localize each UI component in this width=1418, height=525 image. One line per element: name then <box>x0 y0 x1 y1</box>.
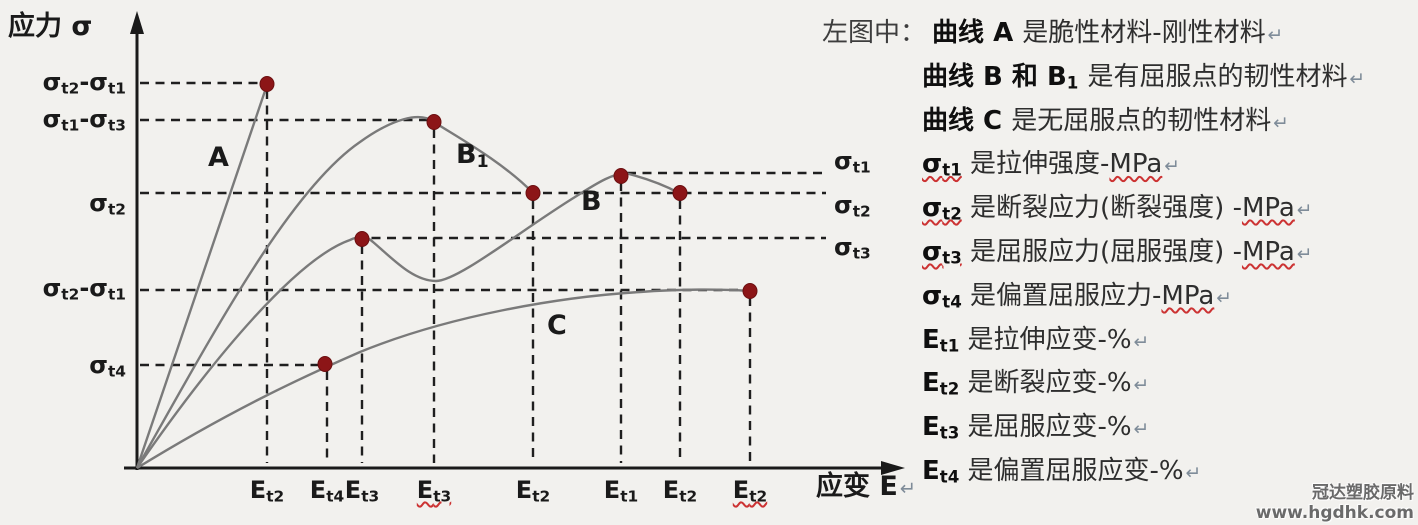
legend-text: Et1 <box>922 324 960 356</box>
return-mark-icon: ↵ <box>899 477 917 500</box>
x-tick-et2-b1: Et2 <box>515 476 551 506</box>
legend-text: 是断裂应力(断裂强度) - <box>961 193 1242 224</box>
y-tick-sigma-t2-t1-lower: σt2-σt1 <box>42 274 126 304</box>
legend-text: 是断裂应变-% <box>959 368 1132 399</box>
curve-a <box>135 84 269 469</box>
point-b1-break <box>525 185 541 201</box>
legend-text: σt3 <box>922 236 962 268</box>
legend-prefix: 左图中： <box>822 18 927 48</box>
legend-text: 是偏置屈服应力- <box>961 280 1162 311</box>
y-tick-sigma-t1-t3: σt1-σt3 <box>42 105 126 135</box>
return-mark-icon: ↵ <box>1185 462 1202 484</box>
point-b-yield <box>354 231 370 247</box>
return-mark-icon: ↵ <box>1133 375 1150 397</box>
point-c-break <box>742 283 758 299</box>
legend-line: Et3 是屈服应变-% ↵ <box>822 407 1416 451</box>
legend-text: 曲线 B 和 B1 <box>922 61 1079 93</box>
legend-text: σt4 <box>922 280 962 312</box>
legend-text: MPa <box>1241 193 1295 224</box>
legend-text: σt2 <box>922 193 962 224</box>
return-mark-icon: ↵ <box>1296 243 1313 265</box>
return-mark-icon: ↵ <box>1267 25 1284 46</box>
x-axis-title-text: 应变 E <box>816 471 898 502</box>
x-tick-et3-b1: Et3 <box>416 476 452 506</box>
curve-label-b1: B1 <box>456 139 489 172</box>
legend-text: Et4 <box>922 455 960 487</box>
x-tick-et2-b: Et2 <box>662 476 698 506</box>
x-tick-et2-c: Et2 <box>732 476 768 506</box>
x-tick-et4: Et4 <box>309 476 345 506</box>
point-c-offset-yield <box>317 356 333 372</box>
legend-text: MPa <box>1109 149 1163 180</box>
stress-strain-chart <box>124 11 905 475</box>
legend-text: MPa <box>1241 236 1295 267</box>
return-mark-icon: ↵ <box>1164 156 1180 178</box>
legend-text: MPa <box>1161 280 1215 311</box>
legend-text: 是偏置屈服应变-% <box>959 455 1184 486</box>
x-axis-title: 应变 E ↵ <box>816 472 916 502</box>
curve-b1 <box>135 115 534 469</box>
legend-text: 是无屈服点的韧性材料 <box>1011 105 1272 136</box>
legend-line: σt2 是断裂应力(断裂强度) -MPa ↵ <box>822 188 1416 232</box>
curve-label-b: B <box>581 186 602 217</box>
data-points <box>259 76 758 372</box>
return-mark-icon: ↵ <box>1349 68 1366 90</box>
curve-b <box>136 172 680 469</box>
y-axis-arrow-icon <box>130 11 144 34</box>
legend-panel: 左图中： 曲线 A 是脆性材料-刚性材料 ↵ 曲线 B 和 B1 是有屈服点的韧性材料… <box>822 13 1416 495</box>
legend-line: σt3 是屈服应力(屈服强度) -MPa ↵ <box>822 232 1416 276</box>
legend-text: Et2 <box>922 368 960 400</box>
right-label-sigma-t1: σt1 <box>834 147 871 177</box>
legend-line: Et1 是拉伸应变-% ↵ <box>822 320 1416 364</box>
curve-label-c: C <box>547 310 567 341</box>
y-axis-title: 应力 σ <box>8 11 93 42</box>
legend-line: σt1 是拉伸强度-MPa ↵ <box>822 144 1416 188</box>
legend-line: σt4 是偏置屈服应力-MPa ↵ <box>822 276 1416 320</box>
legend-text: Et3 <box>922 412 960 443</box>
return-mark-icon: ↵ <box>1216 287 1232 309</box>
return-mark-icon: ↵ <box>1296 200 1313 222</box>
legend-text: σt1 <box>922 149 962 181</box>
return-mark-icon: ↵ <box>1273 112 1289 134</box>
curve-label-a: A <box>208 142 229 173</box>
legend-text: 是拉伸应变-% <box>959 324 1132 355</box>
watermark: 冠达塑胶原料 www.hgdhk.com <box>1256 483 1414 523</box>
legend-text: 是屈服应变-% <box>959 412 1132 443</box>
curve-c <box>136 288 750 470</box>
legend-text: 是有屈服点的韧性材料 <box>1087 61 1348 92</box>
x-tick-et3-b: Et3 <box>344 476 380 506</box>
return-mark-icon: ↵ <box>1133 331 1150 353</box>
legend-text: 曲线 C <box>922 105 1012 136</box>
return-mark-icon: ↵ <box>1133 419 1150 441</box>
legend-line: 曲线 C 是无屈服点的韧性材料 ↵ <box>822 101 1416 145</box>
legend-text: 是脆性材料-刚性材料 <box>1022 18 1266 48</box>
guide-lines <box>140 81 826 463</box>
y-tick-sigma-t2: σt2 <box>89 189 126 219</box>
point-b-peak <box>613 168 629 184</box>
legend-line: 左图中： 曲线 A 是脆性材料-刚性材料 ↵ <box>822 13 1416 57</box>
right-label-sigma-t3: σt3 <box>834 233 871 263</box>
watermark-url: www.hgdhk.com <box>1255 503 1414 523</box>
right-label-sigma-t2: σt2 <box>834 191 871 221</box>
x-tick-et2-a: Et2 <box>249 476 285 506</box>
legend-text: 是拉伸强度- <box>961 149 1110 180</box>
watermark-name: 冠达塑胶原料 <box>1312 483 1414 503</box>
legend-line: Et4 是偏置屈服应变-% ↵ <box>822 451 1416 495</box>
point-b1-peak <box>426 114 442 130</box>
point-a-break <box>259 76 275 92</box>
legend-line: 曲线 B 和 B1 是有屈服点的韧性材料 ↵ <box>822 57 1416 101</box>
y-tick-sigma-t2-t1-top: σt2-σt1 <box>42 68 126 98</box>
point-b-break <box>672 185 688 201</box>
x-axis-arrow-icon <box>881 461 905 475</box>
y-tick-sigma-t4: σt4 <box>89 351 126 381</box>
legend-text: 曲线 A <box>932 18 1023 48</box>
legend-text: 是屈服应力(屈服强度) - <box>961 236 1242 267</box>
x-tick-et1: Et1 <box>603 476 639 506</box>
legend-line: Et2 是断裂应变-% ↵ <box>822 363 1416 407</box>
